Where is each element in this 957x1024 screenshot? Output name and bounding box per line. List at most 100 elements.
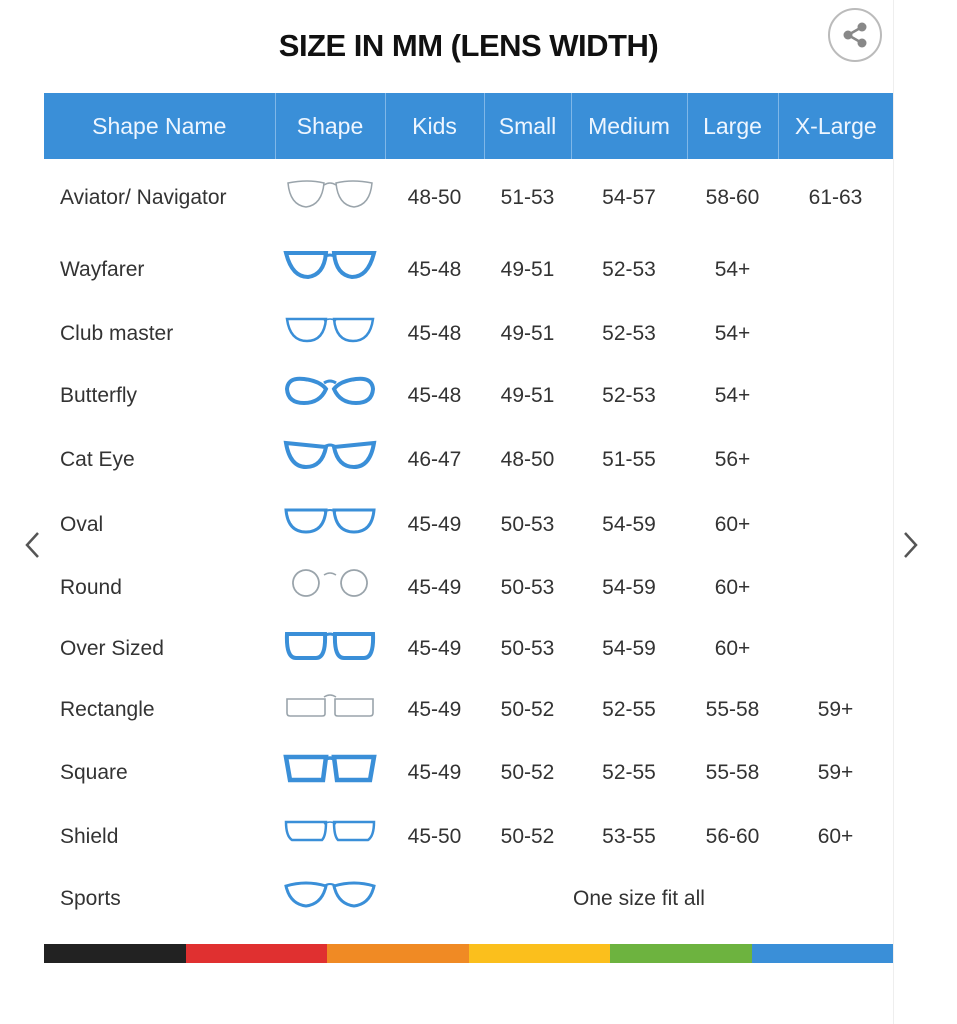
size-cell: 45-49 xyxy=(407,575,462,599)
rectangle-glasses-icon xyxy=(286,693,374,717)
size-cell xyxy=(778,427,893,492)
size-cell: 53-55 xyxy=(602,825,656,848)
size-table: Shape Name Shape Kids Small Medium Large X-Lar… xyxy=(44,93,893,929)
shape-name: Over Sized xyxy=(60,636,164,660)
size-cell: 50-52 xyxy=(500,825,555,848)
size-cell: 54-57 xyxy=(602,186,656,209)
oval-glasses-icon xyxy=(284,508,376,534)
page-title: SIZE IN MM (LENS WIDTH) xyxy=(278,28,659,63)
shield-glasses-icon xyxy=(284,820,376,842)
shape-cell xyxy=(275,237,385,303)
size-cell: 45-49 xyxy=(407,760,462,784)
cateye-glasses-icon xyxy=(283,440,377,469)
size-cell: 54+ xyxy=(714,258,751,281)
shape-name: Sports xyxy=(60,887,121,910)
table-row: Over Sized 45-49 50-53 54-59 60+ xyxy=(44,618,893,679)
share-icon xyxy=(843,22,867,48)
size-cell: 45-49 xyxy=(407,697,462,721)
shape-name: Rectangle xyxy=(60,697,155,721)
size-cell: 50-52 xyxy=(500,697,555,721)
size-cell: 50-52 xyxy=(500,760,555,784)
shape-cell xyxy=(275,492,385,557)
shape-name: Shield xyxy=(60,825,119,848)
table-row: Aviator/ Navigator 48-50 51-53 54-57 58-60 6… xyxy=(44,159,893,237)
size-cell: 52-53 xyxy=(602,384,656,407)
shape-cell xyxy=(275,869,385,929)
shape-cell xyxy=(275,303,385,365)
shape-cell xyxy=(275,427,385,492)
size-chart-panel xyxy=(893,0,894,1024)
size-cell: 54-59 xyxy=(602,636,656,660)
shape-name: Club master xyxy=(60,322,174,345)
chevron-left-icon[interactable] xyxy=(18,525,48,565)
aviator-glasses-icon xyxy=(287,180,373,208)
column-header: Shape xyxy=(274,93,385,159)
butterfly-glasses-icon xyxy=(284,376,376,406)
size-cell: 45-49 xyxy=(407,512,462,536)
size-cell: 58-60 xyxy=(705,186,760,209)
size-cell: 52-53 xyxy=(602,258,656,281)
table-row: Rectangle 45-49 50-52 52-55 55-58 59+ xyxy=(44,679,893,740)
column-header: Kids xyxy=(384,93,484,159)
size-cell: 52-53 xyxy=(602,322,656,345)
color-bar-segment xyxy=(44,944,186,963)
size-cell xyxy=(778,557,893,618)
color-bar-segment xyxy=(468,944,610,963)
column-header: Small xyxy=(483,93,571,159)
table-row: Wayfarer 45-48 49-51 52-53 54+ xyxy=(44,237,893,303)
shape-cell xyxy=(275,365,385,427)
size-cell: 54+ xyxy=(714,322,751,345)
size-cell: 45-48 xyxy=(407,322,462,345)
table-row: Oval 45-49 50-53 54-59 60+ xyxy=(44,492,893,557)
chevron-right-icon[interactable] xyxy=(895,525,925,565)
shape-name: Cat Eye xyxy=(60,447,135,471)
color-bar-segment xyxy=(185,944,327,963)
round-glasses-icon xyxy=(292,568,368,597)
size-cell: 61-63 xyxy=(808,186,863,209)
sports-glasses-icon xyxy=(284,881,376,908)
size-cell: 49-51 xyxy=(500,384,555,407)
table-row: Cat Eye 46-47 48-50 51-55 56+ xyxy=(44,427,893,492)
size-cell: 60+ xyxy=(817,825,854,848)
size-cell: 56+ xyxy=(714,447,751,471)
table-header-row: Shape Name Shape Kids Small Medium Large X-Lar… xyxy=(44,93,893,159)
size-cell: 60+ xyxy=(714,575,751,599)
shape-cell xyxy=(275,618,385,679)
size-cell: 59+ xyxy=(817,697,854,721)
wayfarer-glasses-icon xyxy=(283,251,377,280)
size-cell: 49-51 xyxy=(500,258,555,281)
size-cell xyxy=(778,237,893,303)
shape-name: Butterfly xyxy=(60,384,138,407)
size-cell: 45-50 xyxy=(407,825,462,848)
size-cell: 48-50 xyxy=(407,186,462,209)
size-cell: 45-49 xyxy=(407,636,462,660)
size-cell: 50-53 xyxy=(500,636,555,660)
table-row: Round 45-49 50-53 54-59 60+ xyxy=(44,557,893,618)
size-cell: 51-53 xyxy=(500,186,555,209)
share-button[interactable] xyxy=(828,8,882,62)
color-bar xyxy=(44,944,893,963)
size-cell: 56-60 xyxy=(705,825,760,848)
shape-cell xyxy=(275,679,385,740)
clubmaster-glasses-icon xyxy=(285,317,375,343)
square-glasses-icon xyxy=(283,754,377,782)
oversized-glasses-icon xyxy=(284,631,376,660)
color-bar-segment xyxy=(610,944,752,963)
size-cell: 50-53 xyxy=(500,512,555,536)
size-cell xyxy=(778,365,893,427)
table-row: Shield 45-50 50-52 53-55 56-60 60+ xyxy=(44,805,893,869)
shape-name: Round xyxy=(60,575,122,599)
shape-name: Oval xyxy=(60,512,104,536)
size-cell: 54-59 xyxy=(602,575,656,599)
shape-cell xyxy=(275,557,385,618)
table-row: Butterfly 45-48 49-51 52-53 54+ xyxy=(44,365,893,427)
size-cell: 49-51 xyxy=(500,322,555,345)
size-cell: 45-48 xyxy=(407,384,462,407)
color-bar-segment xyxy=(327,944,469,963)
column-header: Shape Name xyxy=(44,93,275,159)
shape-cell xyxy=(275,159,385,237)
shape-cell xyxy=(275,805,385,869)
table-row: Square 45-49 50-52 52-55 55-58 59+ xyxy=(44,740,893,805)
size-cell: 50-53 xyxy=(500,575,555,599)
shape-cell xyxy=(275,740,385,805)
